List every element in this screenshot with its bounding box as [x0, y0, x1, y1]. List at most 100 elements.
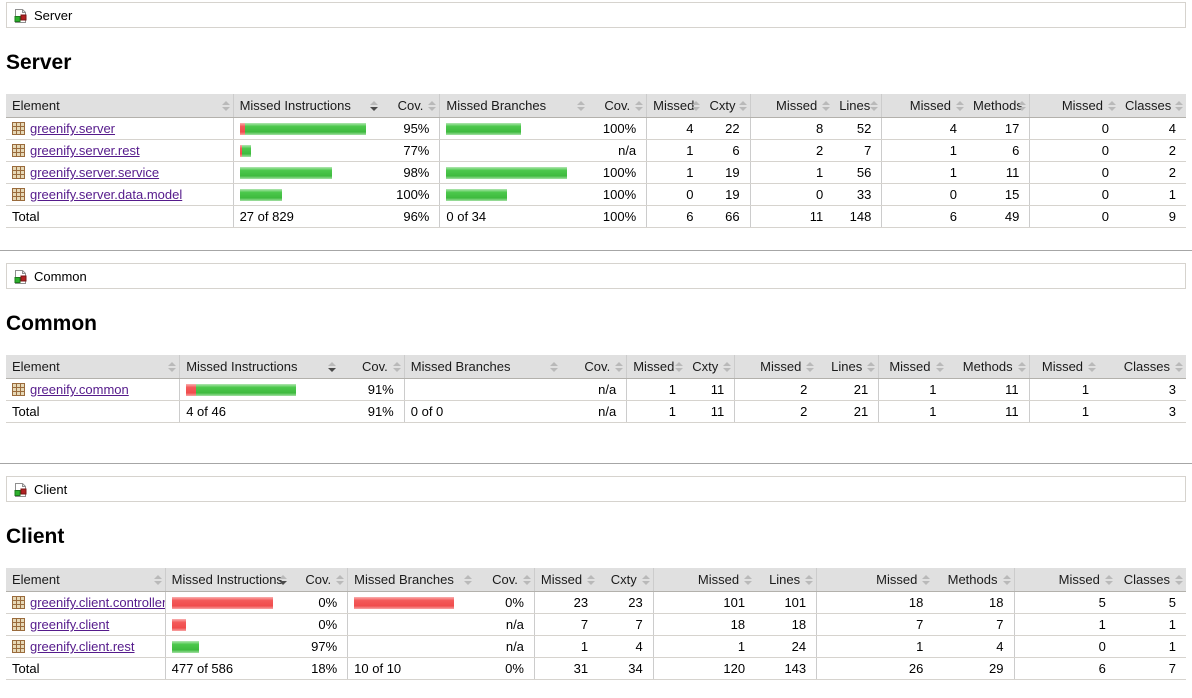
column-header-classes-12[interactable]: Classes: [1119, 94, 1186, 118]
column-header-element-0[interactable]: Element: [6, 94, 234, 118]
metric-value: 2: [1119, 139, 1186, 162]
column-header-missed-branches-3[interactable]: Missed Branches: [403, 355, 562, 379]
column-header-cov-2[interactable]: Cov.: [381, 94, 440, 118]
column-header-cov-2[interactable]: Cov.: [290, 568, 348, 592]
package-row: greenify.common 91% n/a 1 11 2 21 1 11 1 3: [6, 378, 1186, 401]
column-header-lines-8[interactable]: Lines: [817, 355, 879, 379]
sort-icon: [1002, 574, 1011, 585]
package-link[interactable]: greenify.server: [30, 121, 115, 136]
package-icon: [12, 596, 25, 609]
sort-desc-icon: [279, 574, 288, 585]
column-header-missed-instructions-1[interactable]: Missed Instructions: [164, 568, 291, 592]
metric-value: 19: [703, 183, 751, 206]
sort-icon: [1175, 100, 1183, 111]
breadcrumb-label: Common: [34, 269, 87, 284]
column-header-label: Classes: [1123, 359, 1170, 374]
column-header-label: Lines: [769, 572, 801, 587]
metric-value: 1: [1028, 378, 1100, 401]
instruction-coverage-bar: [186, 383, 328, 396]
sort-icon: [1104, 574, 1113, 585]
column-header-label: Lines: [839, 98, 871, 113]
column-header-label: Missed Branches: [446, 98, 547, 113]
package-link[interactable]: greenify.server.data.model: [30, 187, 182, 202]
package-name: greenify.server.data.model: [30, 187, 183, 202]
metric-value: 101: [755, 591, 817, 614]
package-icon: [12, 122, 25, 135]
column-header-cov-4[interactable]: Cov.: [475, 568, 535, 592]
column-header-cov-4[interactable]: Cov.: [587, 94, 647, 118]
total-metric-value: 6: [1013, 657, 1116, 680]
branch-coverage-bar: [446, 122, 578, 135]
branch-coverage-pct: n/a: [587, 139, 647, 162]
column-header-cxty-6[interactable]: Cxty: [598, 568, 654, 592]
missed-bar-segment: [171, 618, 186, 631]
coverage-section-server: Server Server Element Missed Instructions…: [6, 2, 1186, 228]
column-header-missed-branches-3[interactable]: Missed Branches: [347, 568, 475, 592]
package-link[interactable]: greenify.server.service: [30, 165, 159, 180]
package-icon: [12, 166, 25, 179]
metric-value: 0: [1013, 635, 1116, 658]
package-link[interactable]: greenify.client: [30, 617, 109, 632]
column-header-cxty-6[interactable]: Cxty: [703, 94, 751, 118]
column-header-missed-9[interactable]: Missed: [881, 94, 967, 118]
column-header-missed-9[interactable]: Missed: [816, 568, 934, 592]
column-header-missed-7[interactable]: Missed: [734, 355, 818, 379]
column-header-missed-5[interactable]: Missed: [646, 94, 704, 118]
total-metric-value: 1: [626, 400, 686, 423]
column-header-missed-7[interactable]: Missed: [652, 568, 756, 592]
total-metric-value: 11: [749, 205, 834, 228]
package-row: greenify.client 0% n/a 7 7 18 18 7 7 1 1: [6, 613, 1186, 636]
metric-value: 1: [881, 139, 967, 162]
total-instructions: 4 of 46: [179, 400, 339, 423]
column-header-missed-instructions-1[interactable]: Missed Instructions: [179, 355, 339, 379]
column-header-missed-5[interactable]: Missed: [533, 568, 599, 592]
covered-bar-segment: [239, 188, 282, 201]
table-header-row: Element Missed Instructions Cov. Missed Bra…: [6, 568, 1186, 592]
package-link[interactable]: greenify.client.rest: [30, 639, 135, 654]
package-icon: [12, 640, 25, 653]
column-header-missed-11[interactable]: Missed: [1028, 355, 1100, 379]
column-header-cov-4[interactable]: Cov.: [561, 355, 627, 379]
section-heading: Server: [6, 51, 72, 74]
column-header-label: Missed: [697, 572, 740, 587]
branch-coverage-bar: [354, 596, 465, 609]
column-header-methods-10[interactable]: Methods: [933, 568, 1014, 592]
total-row: Total 27 of 829 96% 0 of 34 100% 6 66 11 148 6 49 0…: [6, 205, 1186, 228]
column-header-missed-instructions-1[interactable]: Missed Instructions: [232, 94, 382, 118]
column-header-cov-2[interactable]: Cov.: [338, 355, 405, 379]
package-link[interactable]: greenify.client.controller: [30, 595, 165, 610]
column-header-missed-5[interactable]: Missed: [626, 355, 686, 379]
column-header-cxty-6[interactable]: Cxty: [686, 355, 735, 379]
breadcrumb-label: Server: [34, 8, 73, 23]
column-header-label: Element: [12, 572, 60, 587]
sort-desc-icon: [370, 100, 379, 111]
sort-icon: [955, 100, 964, 111]
column-header-element-0[interactable]: Element: [6, 568, 166, 592]
column-header-missed-7[interactable]: Missed: [749, 94, 834, 118]
table-header-row: Element Missed Instructions Cov. Missed Bra…: [6, 94, 1186, 118]
sort-icon: [1088, 361, 1097, 372]
total-label: Total: [6, 657, 166, 680]
column-header-missed-11[interactable]: Missed: [1029, 94, 1120, 118]
column-header-methods-10[interactable]: Methods: [946, 355, 1030, 379]
package-link[interactable]: greenify.common: [30, 382, 129, 397]
column-header-classes-12[interactable]: Classes: [1115, 568, 1186, 592]
column-header-classes-12[interactable]: Classes: [1099, 355, 1186, 379]
column-header-lines-8[interactable]: Lines: [755, 568, 817, 592]
metric-value: 19: [703, 161, 751, 184]
total-instruction-pct: 96%: [381, 205, 440, 228]
column-header-missed-11[interactable]: Missed: [1013, 568, 1116, 592]
sort-icon: [153, 574, 162, 585]
metric-value: 1: [652, 635, 756, 658]
column-header-methods-10[interactable]: Methods: [966, 94, 1030, 118]
sort-icon: [428, 100, 437, 111]
column-header-element-0[interactable]: Element: [6, 355, 180, 379]
column-header-lines-8[interactable]: Lines: [833, 94, 882, 118]
package-link[interactable]: greenify.server.rest: [30, 143, 140, 158]
coverage-table: Element Missed Instructions Cov. Missed Bra…: [6, 568, 1186, 680]
column-header-missed-branches-3[interactable]: Missed Branches: [439, 94, 588, 118]
coverage-table: Element Missed Instructions Cov. Missed Bra…: [6, 355, 1186, 423]
column-header-label: Cxty: [709, 98, 736, 113]
package-row: greenify.server.data.model 100% 100% 0 19 0 33…: [6, 183, 1186, 206]
column-header-missed-9[interactable]: Missed: [878, 355, 947, 379]
